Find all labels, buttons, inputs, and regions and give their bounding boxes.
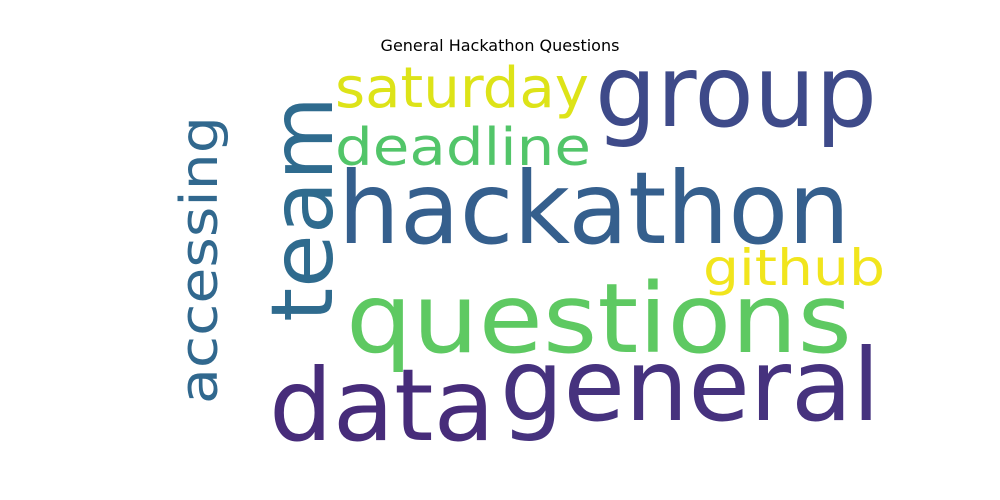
word-team: team	[253, 96, 353, 322]
word-accessing: accessing	[170, 116, 230, 404]
word-data: data	[269, 347, 495, 464]
word-questions: questions	[346, 263, 852, 375]
word-general: general	[500, 327, 880, 444]
word-deadline: deadline	[335, 118, 591, 178]
word-github: github	[703, 239, 885, 297]
word-saturday: saturday	[335, 56, 589, 121]
word-hackathon: hackathon	[338, 150, 850, 267]
chart-title: General Hackathon Questions	[380, 36, 620, 55]
word-group: group	[595, 33, 877, 150]
